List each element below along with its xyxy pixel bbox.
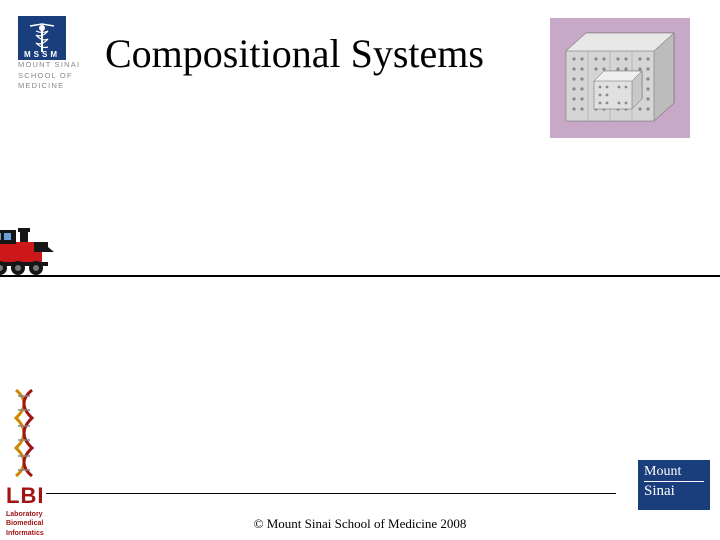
train-icon xyxy=(0,222,54,281)
mssm-shield-icon: MSSM xyxy=(18,16,66,60)
lbi-sub1: Laboratory xyxy=(6,511,44,518)
divider-top xyxy=(0,275,720,277)
lbi-title: LBI xyxy=(6,483,44,509)
slide-title: Compositional Systems xyxy=(105,30,484,77)
divider-bottom xyxy=(46,493,616,494)
mount-sinai-top: Mount xyxy=(644,464,704,482)
dna-helix-icon xyxy=(6,388,42,478)
mssm-logo: MSSM MOUNT SINAI SCHOOL OF MEDICINE xyxy=(18,16,90,92)
copyright-footer: © Mount Sinai School of Medicine 2008 xyxy=(254,516,467,532)
block-diagram-icon xyxy=(550,18,690,138)
lbi-logo: LBI Laboratory Biomedical Informatics xyxy=(6,388,44,537)
mssm-letters: MSSM xyxy=(24,50,60,58)
mssm-text-line3: MEDICINE xyxy=(18,81,90,92)
lbi-sub3: Informatics xyxy=(6,530,44,537)
slide: MSSM MOUNT SINAI SCHOOL OF MEDICINE Comp… xyxy=(0,0,720,540)
mssm-text-line2: SCHOOL OF xyxy=(18,71,90,82)
lbi-sub2: Biomedical xyxy=(6,520,44,527)
mount-sinai-bottom: Sinai xyxy=(644,482,704,502)
mount-sinai-logo: Mount Sinai xyxy=(638,460,710,510)
